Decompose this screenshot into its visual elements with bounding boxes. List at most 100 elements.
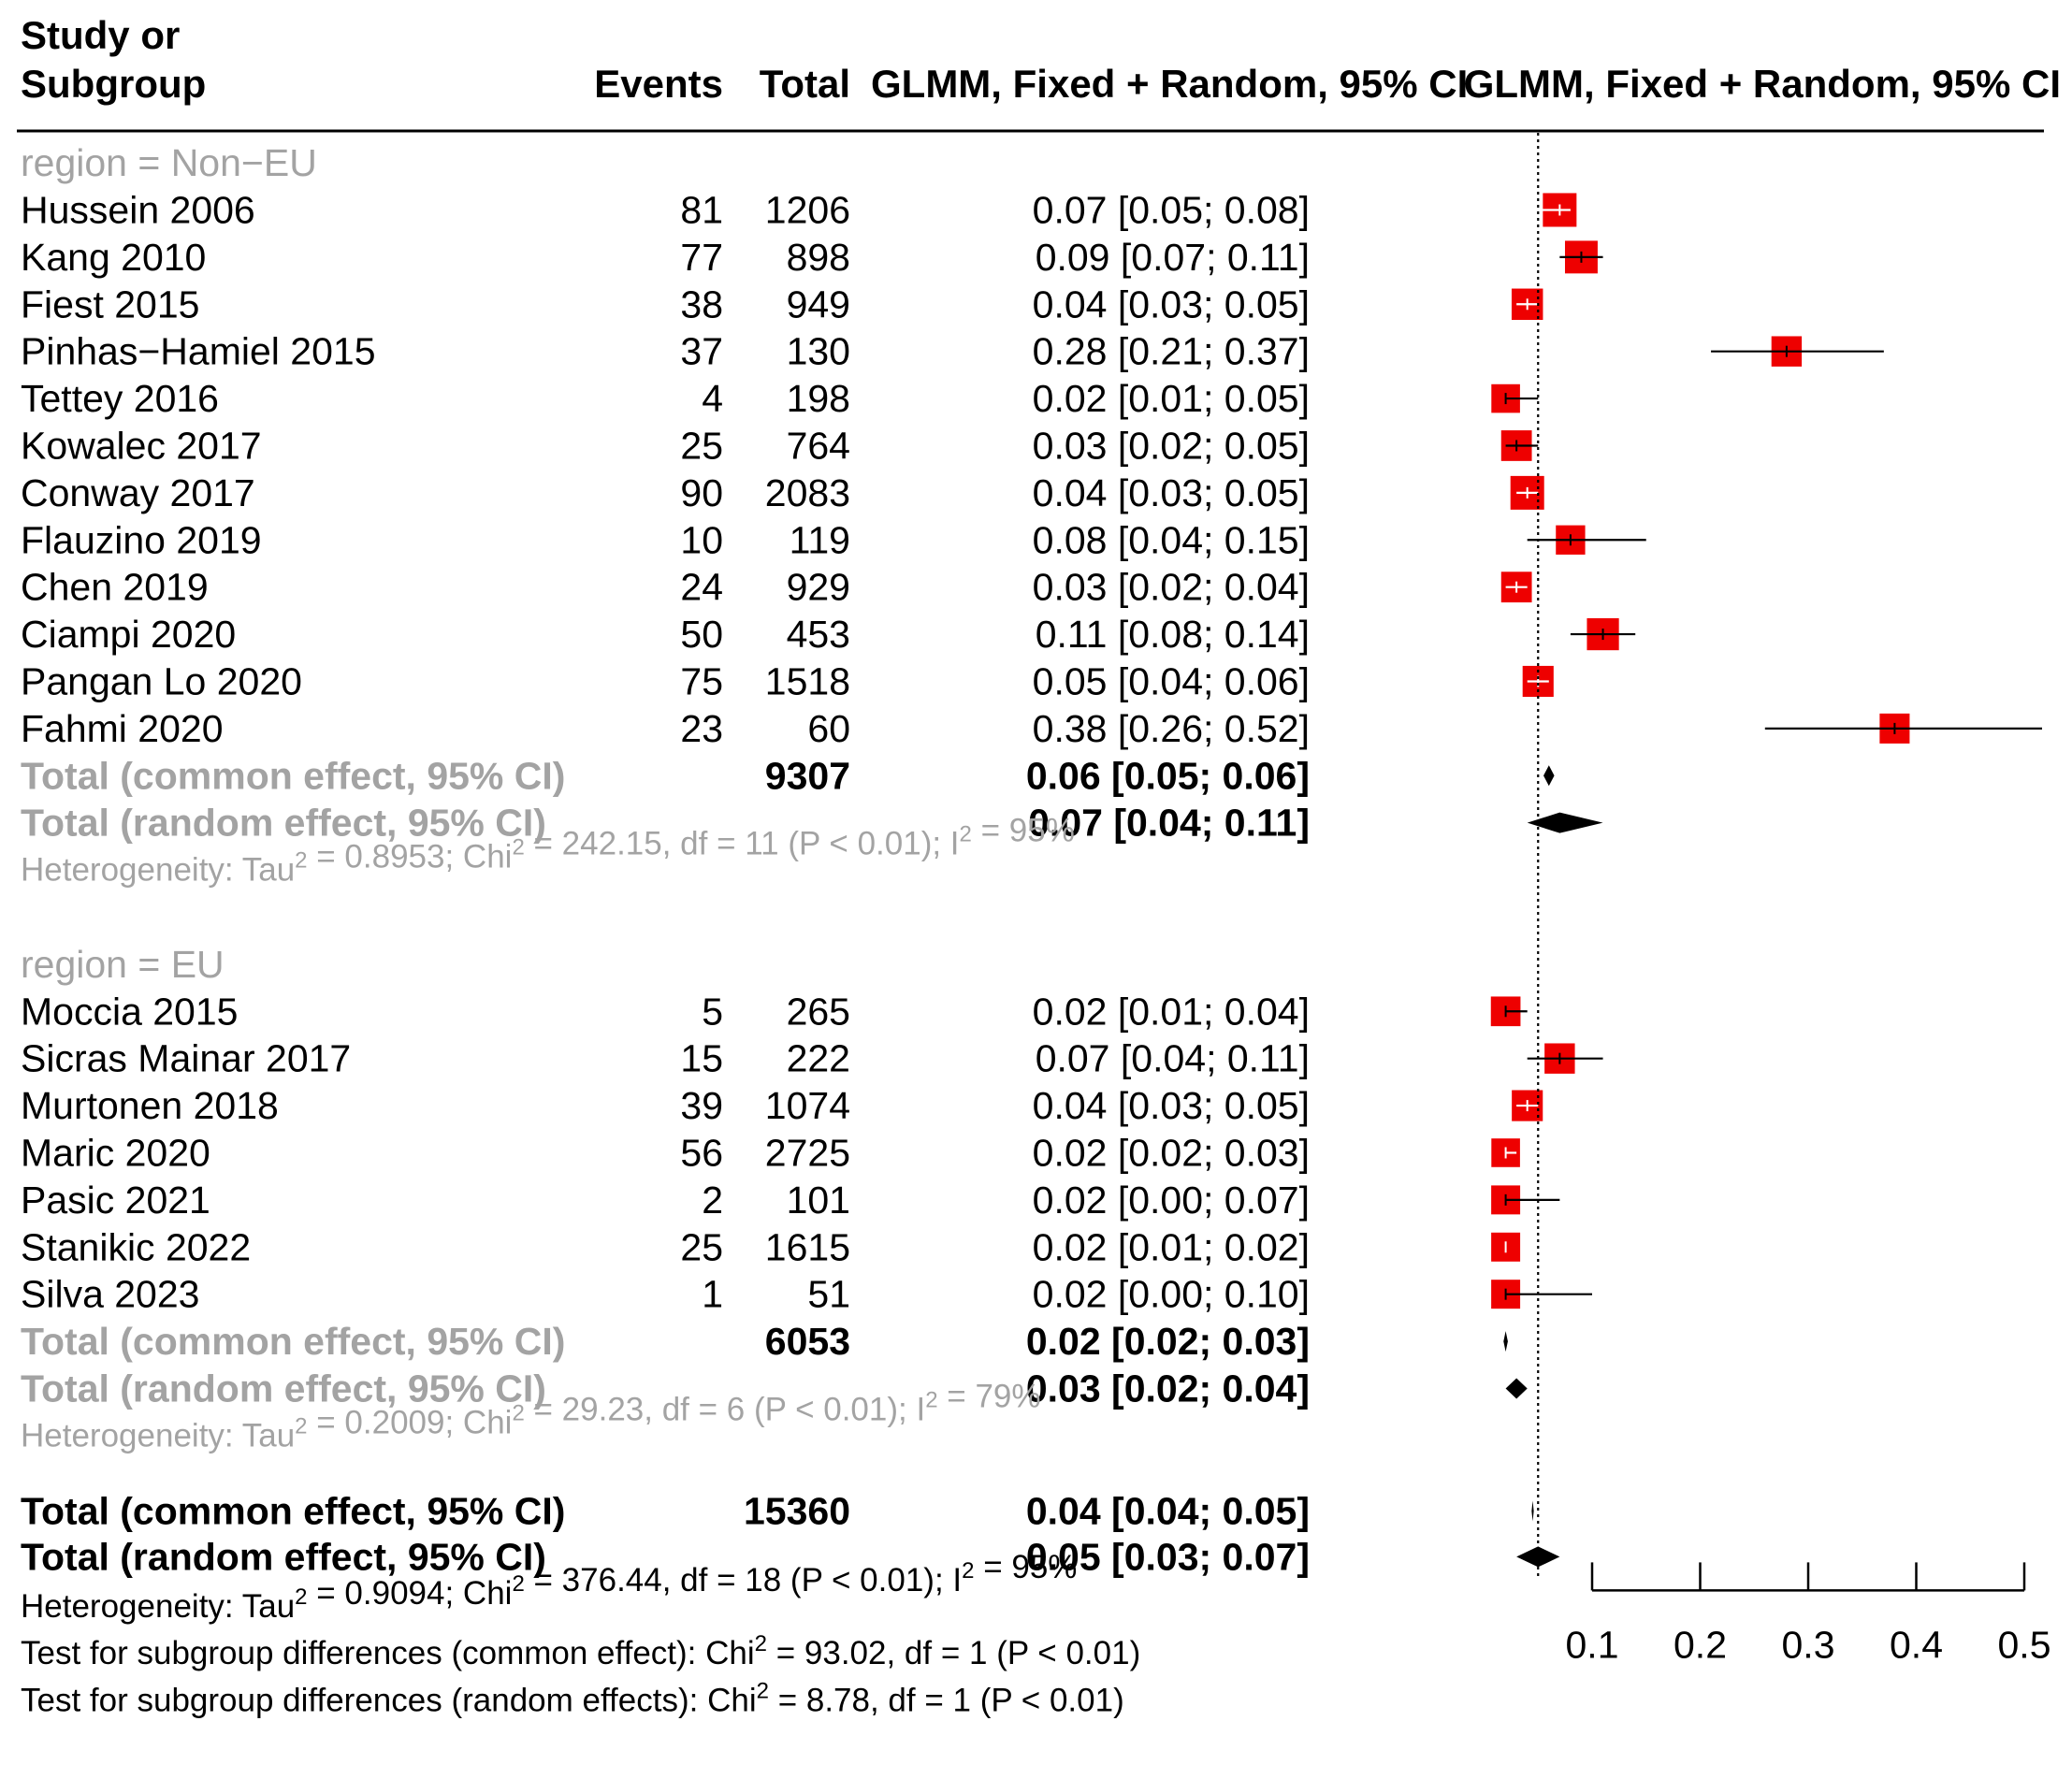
study-1-1-ci-text: 0.07 [0.04; 0.11]	[1036, 1037, 1310, 1080]
study-0-5-total: 764	[787, 424, 850, 467]
overall-common-diamond	[1531, 1500, 1534, 1522]
study-1-5-total: 1615	[765, 1225, 850, 1268]
study-0-3-total: 130	[787, 330, 850, 373]
study-1-0-events: 5	[702, 990, 723, 1033]
study-1-4-total: 101	[787, 1179, 850, 1222]
subgroup-0-random-ci: 0.07 [0.04; 0.11]	[1028, 802, 1310, 845]
study-1-6-total: 51	[807, 1273, 850, 1316]
study-0-9-ci-text: 0.11 [0.08; 0.14]	[1036, 613, 1310, 656]
subgroup-0-common-ci: 0.06 [0.05; 0.06]	[1026, 754, 1310, 797]
study-0-8-ci-text: 0.03 [0.02; 0.04]	[1033, 566, 1310, 609]
study-0-10-events: 75	[680, 659, 723, 702]
study-0-3-events: 37	[680, 330, 723, 373]
study-1-5-name: Stanikic 2022	[21, 1225, 251, 1268]
study-0-3-ci-text: 0.28 [0.21; 0.37]	[1033, 330, 1310, 373]
subgroup-test-common: Test for subgroup differences (common ef…	[21, 1631, 1140, 1671]
study-1-4-name: Pasic 2021	[21, 1179, 210, 1222]
study-0-9-name: Ciampi 2020	[21, 613, 236, 656]
study-1-4-ci-text: 0.02 [0.00; 0.07]	[1033, 1179, 1310, 1222]
study-0-6-events: 90	[680, 471, 723, 514]
study-0-2-total: 949	[787, 282, 850, 325]
study-0-7-events: 10	[680, 518, 723, 561]
study-0-3-name: Pinhas−Hamiel 2015	[21, 330, 376, 373]
study-1-1-total: 222	[787, 1037, 850, 1080]
study-0-4-total: 198	[787, 377, 850, 420]
subgroup-0-common-diamond	[1543, 765, 1555, 787]
study-1-5-events: 25	[680, 1225, 723, 1268]
study-1-2-events: 39	[680, 1084, 723, 1127]
subgroup-1-random-label: Total (random effect, 95% CI)	[21, 1367, 546, 1410]
study-0-4-events: 4	[702, 377, 723, 420]
x-tick-label-0: 0.1	[1566, 1623, 1619, 1666]
study-0-11-ci-text: 0.38 [0.26; 0.52]	[1033, 707, 1310, 750]
header-study-line2: Subgroup	[21, 62, 206, 106]
subgroup-1-common-ci: 0.02 [0.02; 0.03]	[1026, 1320, 1310, 1363]
study-0-7-name: Flauzino 2019	[21, 518, 262, 561]
subgroup-0-random-label: Total (random effect, 95% CI)	[21, 802, 546, 845]
x-tick-label-3: 0.4	[1890, 1623, 1943, 1666]
study-0-0-name: Hussein 2006	[21, 188, 255, 231]
overall-common-total: 15360	[744, 1490, 850, 1533]
study-0-6-name: Conway 2017	[21, 471, 255, 514]
subgroup-1-random-diamond	[1505, 1378, 1528, 1399]
study-0-2-ci-text: 0.04 [0.03; 0.05]	[1033, 282, 1310, 325]
study-1-2-ci-text: 0.04 [0.03; 0.05]	[1033, 1084, 1310, 1127]
study-0-5-ci-text: 0.03 [0.02; 0.05]	[1033, 424, 1310, 467]
study-0-2-events: 38	[680, 282, 723, 325]
study-0-8-events: 24	[680, 566, 723, 609]
study-0-8-name: Chen 2019	[21, 566, 209, 609]
overall-common-label: Total (common effect, 95% CI)	[21, 1490, 565, 1533]
study-0-10-ci-text: 0.05 [0.04; 0.06]	[1033, 659, 1310, 702]
overall-common-ci: 0.04 [0.04; 0.05]	[1026, 1490, 1310, 1533]
study-0-11-total: 60	[807, 707, 850, 750]
subgroup-0-common-total: 9307	[765, 754, 850, 797]
header-total: Total	[760, 62, 850, 106]
study-0-10-total: 1518	[765, 659, 850, 702]
study-0-0-events: 81	[680, 188, 723, 231]
x-tick-label-4: 0.5	[1998, 1623, 2051, 1666]
header-study-line1: Study or	[21, 13, 180, 57]
study-1-5-ci-text: 0.02 [0.01; 0.02]	[1033, 1225, 1310, 1268]
study-0-11-name: Fahmi 2020	[21, 707, 224, 750]
study-1-3-total: 2725	[765, 1131, 850, 1174]
x-tick-label-1: 0.2	[1674, 1623, 1727, 1666]
overall-random-ci: 0.05 [0.03; 0.07]	[1026, 1535, 1310, 1578]
subgroup-1-common-diamond	[1503, 1331, 1508, 1352]
study-0-2-name: Fiest 2015	[21, 282, 199, 325]
x-tick-label-2: 0.3	[1782, 1623, 1835, 1666]
study-0-4-name: Tettey 2016	[21, 377, 219, 420]
study-1-1-events: 15	[680, 1037, 723, 1080]
study-1-0-name: Moccia 2015	[21, 990, 238, 1033]
subgroup-test-random: Test for subgroup differences (random ef…	[21, 1679, 1124, 1719]
study-0-5-name: Kowalec 2017	[21, 424, 262, 467]
study-1-6-ci-text: 0.02 [0.00; 0.10]	[1033, 1273, 1310, 1316]
study-0-0-total: 1206	[765, 188, 850, 231]
study-1-1-name: Sicras Mainar 2017	[21, 1037, 351, 1080]
header-events: Events	[594, 62, 723, 106]
study-0-0-ci-text: 0.07 [0.05; 0.08]	[1033, 188, 1310, 231]
study-0-10-name: Pangan Lo 2020	[21, 659, 302, 702]
study-1-3-events: 56	[680, 1131, 723, 1174]
header-effect-left: GLMM, Fixed + Random, 95% CI	[871, 62, 1468, 106]
marks-layer	[1490, 133, 2042, 1580]
study-0-1-name: Kang 2010	[21, 236, 206, 279]
study-1-3-name: Maric 2020	[21, 1131, 210, 1174]
study-0-1-total: 898	[787, 236, 850, 279]
study-1-6-name: Silva 2023	[21, 1273, 199, 1316]
header-effect-right: GLMM, Fixed + Random, 95% CI	[1464, 62, 2061, 106]
study-0-7-total: 119	[790, 518, 850, 561]
study-0-6-ci-text: 0.04 [0.03; 0.05]	[1033, 471, 1310, 514]
study-1-2-name: Murtonen 2018	[21, 1084, 279, 1127]
subgroup-1-random-ci: 0.03 [0.02; 0.04]	[1026, 1367, 1310, 1410]
subgroup-1-common-total: 6053	[765, 1320, 850, 1363]
study-0-9-events: 50	[680, 613, 723, 656]
subgroup-0-random-diamond	[1527, 812, 1603, 833]
overall-random-label: Total (random effect, 95% CI)	[21, 1535, 546, 1578]
subgroup-0-common-label: Total (common effect, 95% CI)	[21, 754, 565, 797]
overall-heterogeneity: Heterogeneity: Tau2 = 0.9094; Chi2 = 376…	[21, 1549, 1077, 1625]
subgroup-0-label: region = Non−EU	[21, 141, 317, 184]
study-1-2-total: 1074	[765, 1084, 850, 1127]
study-0-1-events: 77	[680, 236, 723, 279]
